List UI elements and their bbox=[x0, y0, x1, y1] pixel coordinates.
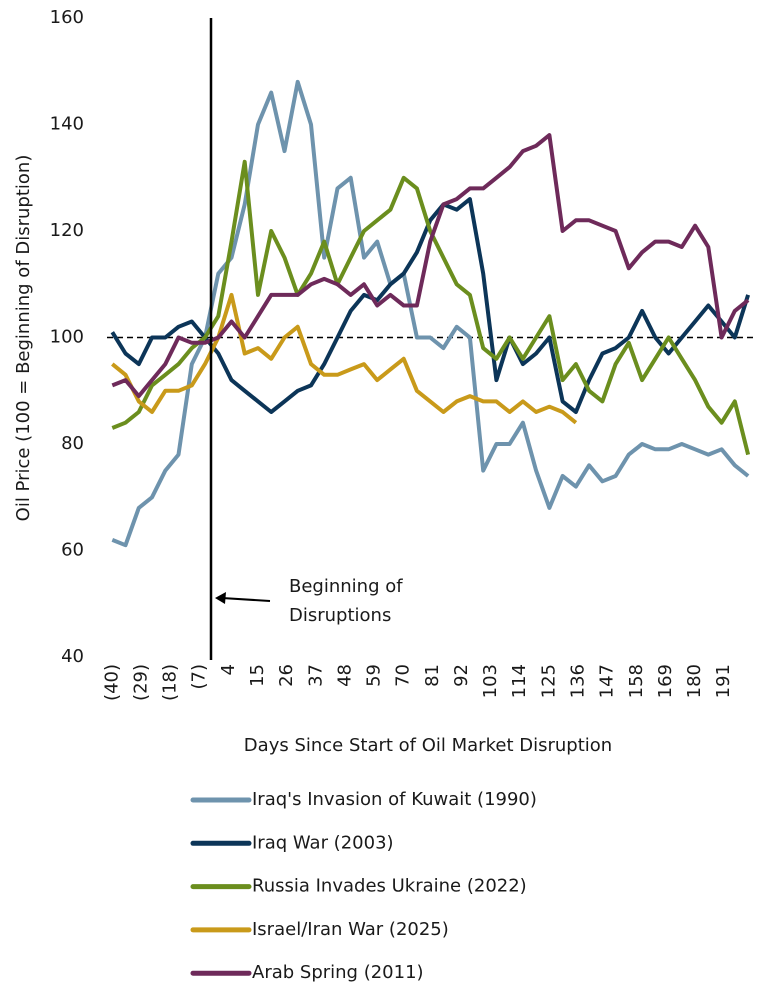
x-tick-label: 136 bbox=[568, 664, 589, 698]
x-tick-label: 180 bbox=[684, 664, 705, 698]
x-axis-title: Days Since Start of Oil Market Disruptio… bbox=[244, 735, 612, 756]
x-tick-label: 59 bbox=[364, 664, 385, 687]
x-tick-label: 114 bbox=[509, 664, 530, 698]
x-tick-label: 26 bbox=[276, 664, 297, 687]
y-tick-label: 80 bbox=[61, 433, 84, 454]
x-tick-label: (29) bbox=[130, 664, 151, 701]
legend-label: Russia Invades Ukraine (2022) bbox=[252, 876, 527, 897]
x-tick-label: (40) bbox=[101, 664, 122, 701]
series-line bbox=[111, 292, 578, 425]
series-line bbox=[111, 133, 750, 399]
x-tick-label: 37 bbox=[305, 664, 326, 687]
legend-label: Israel/Iran War (2025) bbox=[252, 919, 449, 940]
x-tick-label: 4 bbox=[218, 664, 239, 675]
x-tick-label: 169 bbox=[655, 664, 676, 698]
x-tick-label: 158 bbox=[626, 664, 647, 698]
legend-label: Arab Spring (2011) bbox=[252, 962, 424, 983]
y-tick-label: 60 bbox=[61, 540, 84, 561]
y-tick-label: 40 bbox=[61, 646, 84, 667]
x-tick-label: 125 bbox=[538, 664, 559, 698]
x-tick-label: 191 bbox=[713, 664, 734, 698]
y-tick-label: 160 bbox=[50, 7, 84, 28]
y-tick-label: 140 bbox=[50, 114, 84, 135]
series-line bbox=[111, 79, 750, 548]
x-tick-label: (7) bbox=[189, 664, 210, 690]
arrow-head bbox=[215, 592, 226, 604]
series-line bbox=[111, 159, 751, 456]
x-tick-label: 103 bbox=[480, 664, 501, 698]
x-tick-label: 15 bbox=[247, 664, 268, 687]
y-axis-title: Oil Price (100 = Beginning of Disruption… bbox=[13, 155, 34, 522]
annotation: Disruptions bbox=[289, 605, 391, 626]
y-tick-label: 100 bbox=[50, 327, 84, 348]
legend-label: Iraq War (2003) bbox=[252, 832, 394, 853]
series-line bbox=[110, 197, 751, 414]
annotation-arrow bbox=[221, 597, 271, 602]
x-tick-label: 147 bbox=[597, 664, 618, 698]
plot bbox=[107, 79, 756, 548]
y-tick-label: 120 bbox=[50, 220, 84, 241]
legend-label: Iraq's Invasion of Kuwait (1990) bbox=[252, 789, 537, 810]
annotation: Beginning of bbox=[289, 576, 403, 597]
x-tick-label: 92 bbox=[451, 664, 472, 687]
x-tick-label: 81 bbox=[422, 664, 443, 687]
x-tick-label: 48 bbox=[334, 664, 355, 687]
x-tick-label: 70 bbox=[393, 664, 414, 687]
x-tick-label: (18) bbox=[160, 664, 181, 701]
